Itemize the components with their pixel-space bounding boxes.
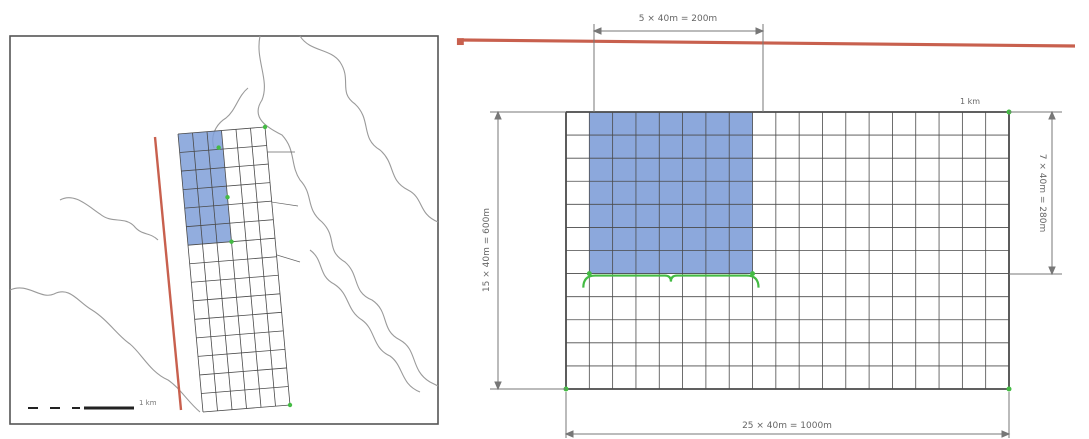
left-grid-row-line (181, 163, 269, 172)
bottom-dimension-label: 25 × 40m = 1000m (742, 421, 832, 431)
left-dimension-label: 15 × 40m = 600m (482, 208, 492, 292)
left-grid-column-line (264, 126, 291, 406)
left-green-marker (216, 145, 221, 150)
right-shaded-block (589, 112, 753, 274)
right-green-bracket (582, 274, 760, 288)
left-grid-row-line (197, 349, 286, 357)
left-grid-column-line (177, 133, 204, 413)
dimension-lines (490, 24, 1062, 438)
left-grid-row-line (194, 311, 282, 320)
left-grid-column-line (250, 128, 276, 407)
left-grid-row-line (177, 126, 266, 135)
left-grid-row-line (184, 200, 272, 209)
left-leader-line (276, 254, 301, 263)
right-green-marker (586, 271, 592, 277)
right-green-marker (1006, 386, 1012, 392)
left-grid-row-line (202, 404, 291, 413)
left-grid-row-line (179, 145, 267, 153)
left-green-marker (262, 124, 268, 130)
left-green-marker (287, 402, 293, 408)
right-diagram-panel: ■ 5 × 40m = 200m 25 × 40m = 1 (456, 14, 1076, 438)
left-leader-line (271, 201, 299, 207)
right-corner-label: 1 km (960, 97, 980, 106)
left-red-survey-line (153, 136, 183, 411)
left-survey-grid (177, 124, 301, 413)
left-grid-row-line (191, 274, 279, 283)
left-grid-row-line (199, 367, 287, 376)
left-grid-row-line (196, 330, 284, 339)
left-scale-bar-label: 1 km (139, 399, 157, 407)
left-grid-row-line (192, 293, 281, 302)
left-grid-column-line (192, 132, 218, 411)
left-map-panel: 1 km (9, 35, 439, 425)
left-grid-column-line (235, 129, 262, 408)
left-grid-column-line (206, 131, 233, 410)
left-grid-row-line (201, 386, 289, 394)
left-grid-row-line (189, 256, 277, 265)
right-survey-grid (563, 109, 1012, 392)
top-dimension-label: 5 × 40m = 200m (639, 14, 717, 24)
right-dimension-label: 7 × 40m = 280m (1037, 154, 1047, 232)
left-grid-column-line (221, 130, 247, 409)
left-scale-bar: 1 km (28, 399, 157, 410)
left-green-marker (229, 239, 234, 244)
left-grid-row-line (186, 219, 274, 228)
right-red-line-end-marker-left: ■ (456, 37, 465, 47)
right-red-survey-line (461, 38, 1076, 48)
left-green-marker (225, 195, 230, 200)
left-grid-row-line (182, 182, 271, 190)
right-green-marker (750, 271, 756, 277)
